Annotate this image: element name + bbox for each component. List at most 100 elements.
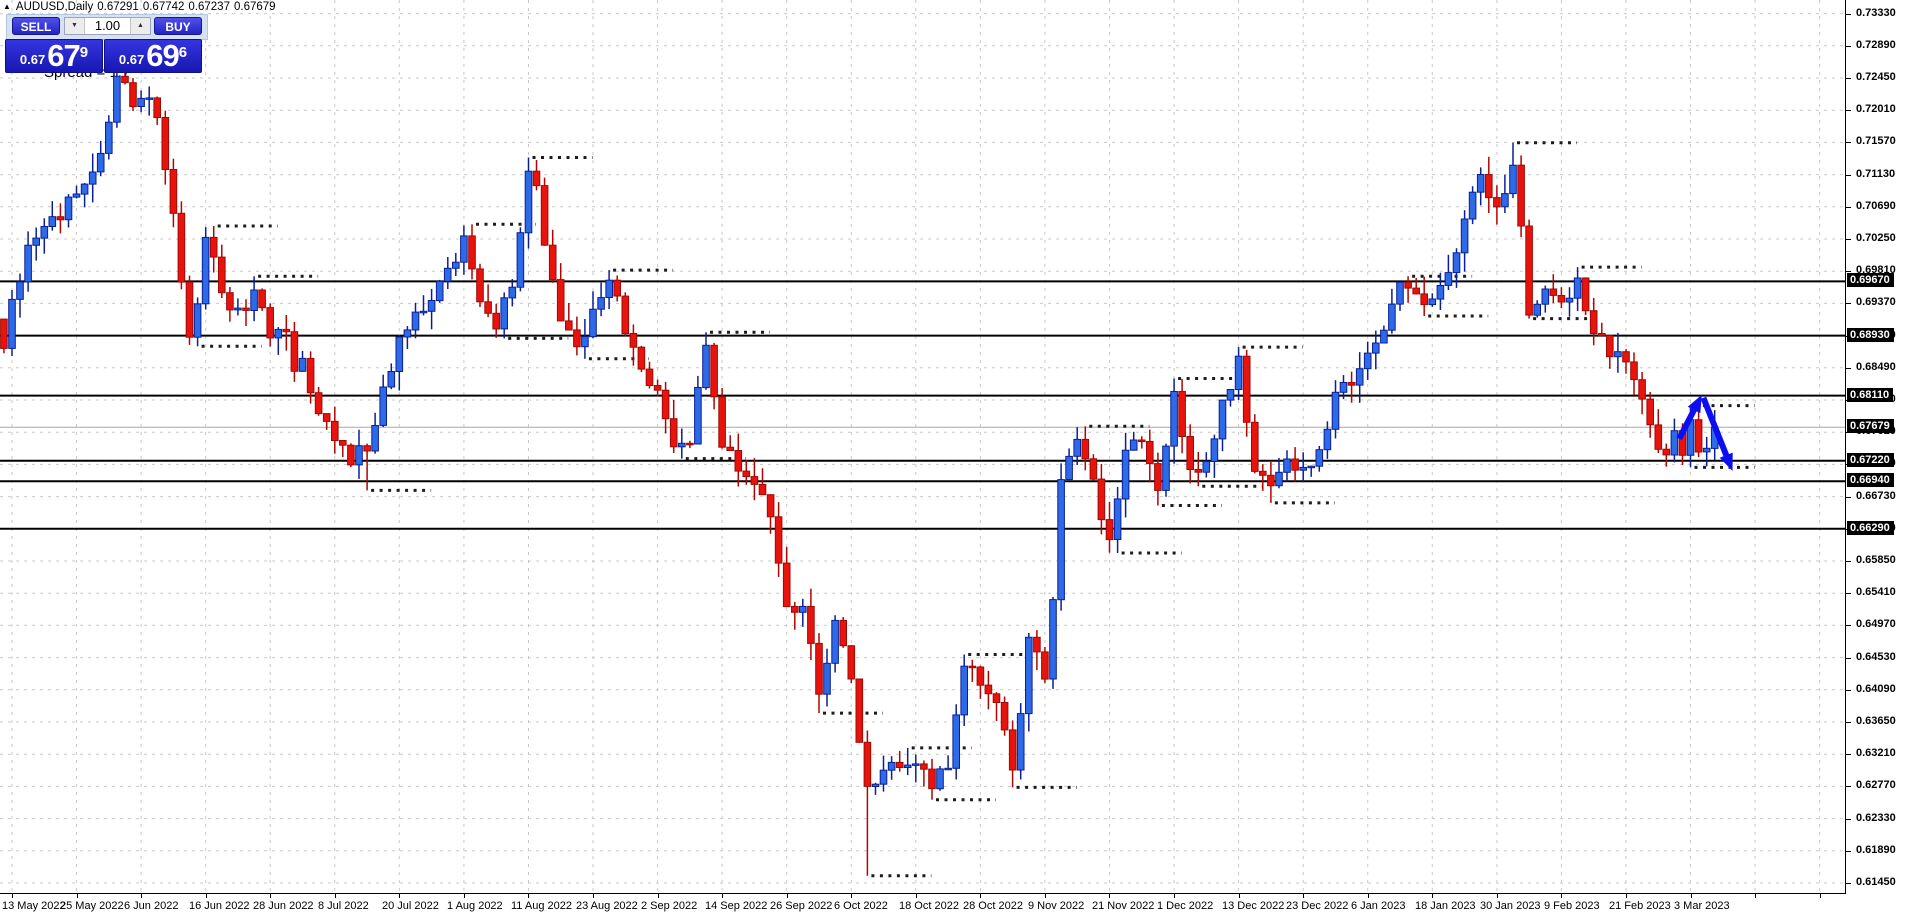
ohlc-low: 0.67237 — [188, 1, 230, 13]
date-tick-mark — [1820, 894, 1821, 898]
date-tick-label: 9 Nov 2022 — [1028, 900, 1085, 912]
date-tick-label: 20 Jul 2022 — [382, 900, 439, 912]
price-tick-mark — [1845, 690, 1851, 691]
price-tick-mark — [1845, 593, 1851, 594]
collapse-triangle-icon[interactable]: ▲ — [3, 2, 11, 11]
date-tick-label: 23 Aug 2022 — [576, 900, 638, 912]
symbol-period-label: AUDUSD,Daily — [15, 1, 94, 13]
date-tick-label: 26 Sep 2022 — [770, 900, 833, 912]
time-axis-border — [0, 893, 1918, 894]
price-tick-label: 0.73330 — [1856, 7, 1896, 19]
volume-stepper: ▼ 1.00 ▲ — [64, 17, 151, 35]
date-tick-label: 21 Feb 2023 — [1609, 900, 1671, 912]
price-tick-label: 0.64090 — [1856, 683, 1896, 695]
date-tick-mark — [593, 894, 594, 898]
time-axis[interactable]: 13 May 2022 25 May 2022 6 Jun 2022 16 Jun 2… — [0, 894, 1918, 923]
price-tick-mark — [1845, 78, 1851, 79]
price-tick-label: 0.65850 — [1856, 554, 1896, 566]
price-tick-mark — [1845, 497, 1851, 498]
volume-increase-button[interactable]: ▲ — [130, 18, 150, 34]
date-tick-mark — [1626, 894, 1627, 898]
sell-price-tile[interactable]: 0.67 67 9 — [5, 39, 103, 73]
level-price-label: 0.66290 — [1847, 521, 1894, 535]
price-tick-label: 0.70690 — [1856, 200, 1896, 212]
sell-price-big: 67 — [47, 38, 80, 73]
price-tick-label: 0.66730 — [1856, 490, 1896, 502]
price-tick-label: 0.61450 — [1856, 876, 1896, 888]
price-tick-label: 0.64530 — [1856, 651, 1896, 663]
date-tick-mark — [1432, 894, 1433, 898]
date-tick-mark — [980, 894, 981, 898]
price-tick-mark — [1845, 368, 1851, 369]
date-tick-mark — [1368, 894, 1369, 898]
price-tick-mark — [1845, 819, 1851, 820]
date-tick-label: 16 Jun 2022 — [189, 900, 250, 912]
price-tick-label: 0.68490 — [1856, 361, 1896, 373]
date-tick-label: 2 Sep 2022 — [641, 900, 698, 912]
price-tick-mark — [1845, 46, 1851, 47]
price-tick-mark — [1845, 207, 1851, 208]
sell-price-prefix: 0.67 — [19, 52, 46, 67]
price-tick-label: 0.72450 — [1856, 71, 1896, 83]
date-tick-label: 28 Oct 2022 — [963, 900, 1023, 912]
level-price-label: 0.67220 — [1847, 453, 1894, 467]
date-tick-label: 13 May 2022 — [2, 900, 66, 912]
date-tick-mark — [270, 894, 271, 898]
price-tick-mark — [1845, 271, 1851, 272]
date-tick-label: 14 Sep 2022 — [705, 900, 768, 912]
price-tick-label: 0.72010 — [1856, 103, 1896, 115]
date-tick-mark — [399, 894, 400, 898]
price-tick-label: 0.70250 — [1856, 232, 1896, 244]
trade-panel-row: SELL ▼ 1.00 ▲ BUY — [6, 14, 208, 40]
date-tick-mark — [787, 894, 788, 898]
price-tick-mark — [1845, 658, 1851, 659]
buy-button[interactable]: BUY — [154, 17, 202, 35]
date-tick-mark — [464, 894, 465, 898]
buy-price-tile[interactable]: 0.67 69 6 — [104, 39, 202, 73]
date-tick-mark — [1497, 894, 1498, 898]
price-tick-label: 0.71130 — [1856, 168, 1896, 180]
price-tick-mark — [1845, 239, 1851, 240]
date-tick-label: 23 Dec 2022 — [1286, 900, 1349, 912]
date-tick-mark — [141, 894, 142, 898]
date-tick-label: 1 Aug 2022 — [447, 900, 503, 912]
date-tick-label: 13 Dec 2022 — [1222, 900, 1285, 912]
date-tick-mark — [206, 894, 207, 898]
date-tick-mark — [658, 894, 659, 898]
chart-canvas[interactable] — [0, 0, 1846, 894]
chart-symbol-header: ▲ AUDUSD,Daily 0.67291 0.67742 0.67237 0.6767… — [3, 1, 280, 13]
date-tick-mark — [1691, 894, 1692, 898]
date-tick-label: 6 Oct 2022 — [834, 900, 888, 912]
price-axis[interactable]: 0.73330 0.72890 0.72450 0.72010 0.71570 0.711… — [1845, 0, 1918, 894]
date-tick-mark — [1755, 894, 1756, 898]
price-tick-mark — [1845, 883, 1851, 884]
price-tick-mark — [1845, 786, 1851, 787]
price-tick-label: 0.64970 — [1856, 618, 1896, 630]
price-tick-label: 0.72890 — [1856, 39, 1896, 51]
level-price-label: 0.66940 — [1847, 473, 1894, 487]
ohlc-high: 0.67742 — [142, 1, 185, 13]
date-tick-mark — [916, 894, 917, 898]
date-tick-mark — [1174, 894, 1175, 898]
price-tick-mark — [1845, 142, 1851, 143]
date-tick-mark — [77, 894, 78, 898]
date-tick-label: 18 Jan 2023 — [1415, 900, 1476, 912]
price-tick-mark — [1845, 175, 1851, 176]
date-tick-label: 28 Jun 2022 — [253, 900, 314, 912]
price-tick-label: 0.63210 — [1856, 747, 1896, 759]
level-price-label: 0.68110 — [1847, 388, 1894, 402]
date-tick-mark — [335, 894, 336, 898]
date-tick-label: 11 Aug 2022 — [511, 900, 572, 912]
bid-price-label: 0.67679 — [1847, 419, 1894, 433]
volume-decrease-button[interactable]: ▼ — [65, 18, 85, 34]
date-tick-mark — [722, 894, 723, 898]
date-tick-mark — [1045, 894, 1046, 898]
price-tick-label: 0.69370 — [1856, 296, 1896, 308]
date-tick-mark — [1109, 894, 1110, 898]
date-tick-mark — [12, 894, 13, 898]
volume-input[interactable]: 1.00 — [94, 18, 121, 33]
sell-button[interactable]: SELL — [12, 17, 60, 35]
price-tick-mark — [1845, 722, 1851, 723]
date-tick-mark — [1303, 894, 1304, 898]
